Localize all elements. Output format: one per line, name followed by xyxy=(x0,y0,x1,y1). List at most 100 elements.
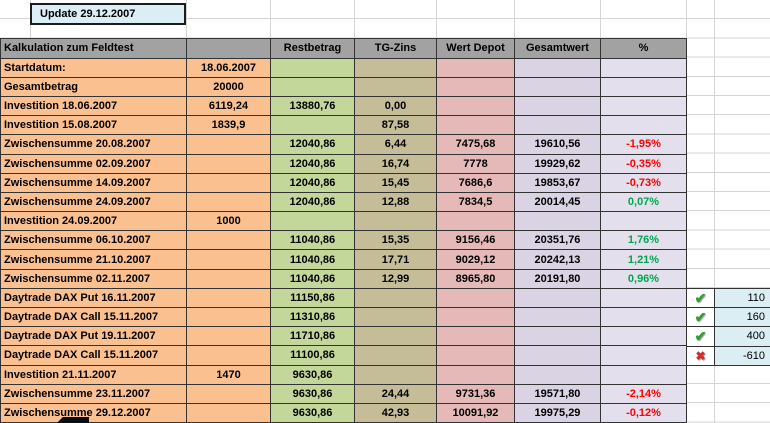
header-cell-wert-depot[interactable]: Wert Depot xyxy=(437,39,515,59)
cell-restbetrag[interactable]: 11150,86 xyxy=(271,288,355,309)
cell-check[interactable]: ✔ xyxy=(687,308,715,328)
cell-restbetrag[interactable]: 12040,86 xyxy=(271,192,355,213)
cell-wert-depot[interactable]: 10091,92 xyxy=(437,403,515,423)
cell-label[interactable]: Gesamtbetrag xyxy=(1,77,187,97)
cell-percent[interactable]: 1,21% xyxy=(601,250,687,270)
cell-label[interactable]: Zwischensumme 29.12.2007 xyxy=(1,403,187,423)
cell-wert-depot[interactable]: 8965,80 xyxy=(437,269,515,289)
cell-invest[interactable] xyxy=(187,231,271,251)
cell-percent[interactable] xyxy=(601,288,687,309)
table-title-cell[interactable]: Kalkulation zum Feldtest xyxy=(1,39,187,59)
cell-percent[interactable]: -1,95% xyxy=(601,135,687,155)
cell-label[interactable]: Zwischensumme 06.10.2007 xyxy=(1,231,187,251)
cell-label[interactable]: Investition 15.08.2007 xyxy=(1,116,187,136)
cell-tg-zins[interactable] xyxy=(355,308,437,328)
cell-invest[interactable] xyxy=(187,327,271,347)
cell-gesamtwert[interactable] xyxy=(515,212,601,232)
cell-gesamtwert[interactable] xyxy=(515,116,601,136)
cell-restbetrag[interactable] xyxy=(271,116,355,136)
cell-gesamtwert[interactable]: 19610,56 xyxy=(515,135,601,155)
cell-percent[interactable]: 0,96% xyxy=(601,269,687,289)
cell-label[interactable]: Zwischensumme 14.09.2007 xyxy=(1,173,187,193)
cell-label[interactable]: Investition 21.11.2007 xyxy=(1,365,187,385)
cell-restbetrag[interactable] xyxy=(271,77,355,97)
cell-wert-depot[interactable] xyxy=(437,308,515,328)
cell-percent[interactable] xyxy=(601,96,687,117)
cell-tg-zins[interactable]: 87,58 xyxy=(355,116,437,136)
cell-invest[interactable]: 1839,9 xyxy=(187,116,271,136)
cell-invest[interactable]: 18.06.2007 xyxy=(187,58,271,78)
cell-wert-depot[interactable]: 7778 xyxy=(437,154,515,174)
cell-tg-zins[interactable] xyxy=(355,288,437,309)
cell-tg-zins[interactable] xyxy=(355,77,437,97)
cell-gesamtwert[interactable] xyxy=(515,308,601,328)
cell-tg-zins[interactable]: 42,93 xyxy=(355,403,437,423)
cell-percent[interactable]: 0,07% xyxy=(601,192,687,213)
cell-label[interactable]: Zwischensumme 02.09.2007 xyxy=(1,154,187,174)
cell-gesamtwert[interactable]: 19571,80 xyxy=(515,384,601,404)
cell-invest[interactable] xyxy=(187,384,271,404)
cell-label[interactable]: Daytrade DAX Call 15.11.2007 xyxy=(1,346,187,366)
cell-percent[interactable]: -0,73% xyxy=(601,173,687,193)
cell-tg-zins[interactable]: 24,44 xyxy=(355,384,437,404)
cell-invest[interactable] xyxy=(187,173,271,193)
cell-percent[interactable] xyxy=(601,77,687,97)
cell-restbetrag[interactable]: 11040,86 xyxy=(271,269,355,289)
cell-invest[interactable] xyxy=(187,192,271,213)
cell-label[interactable]: Zwischensumme 24.09.2007 xyxy=(1,192,187,213)
header-cell-tg-zins[interactable]: TG-Zins xyxy=(355,39,437,59)
cell-invest[interactable]: 6119,24 xyxy=(187,96,271,117)
cell-restbetrag[interactable]: 9630,86 xyxy=(271,384,355,404)
cell-tg-zins[interactable]: 17,71 xyxy=(355,250,437,270)
cell-result-value[interactable]: -610 xyxy=(715,346,770,366)
cell-gesamtwert[interactable]: 20191,80 xyxy=(515,269,601,289)
cell-invest[interactable] xyxy=(187,288,271,309)
cell-restbetrag[interactable]: 11040,86 xyxy=(271,231,355,251)
cell-wert-depot[interactable] xyxy=(437,212,515,232)
cell-restbetrag[interactable] xyxy=(271,212,355,232)
cell-invest[interactable] xyxy=(187,154,271,174)
cell-percent[interactable] xyxy=(601,346,687,366)
cell-percent[interactable] xyxy=(601,308,687,328)
cell-restbetrag[interactable]: 11310,86 xyxy=(271,308,355,328)
cell-label[interactable]: Zwischensumme 21.10.2007 xyxy=(1,250,187,270)
cell-wert-depot[interactable] xyxy=(437,96,515,117)
cell-restbetrag[interactable]: 12040,86 xyxy=(271,173,355,193)
cell-invest[interactable] xyxy=(187,308,271,328)
cell-invest[interactable] xyxy=(187,135,271,155)
cell-label[interactable]: Zwischensumme 02.11.2007 xyxy=(1,269,187,289)
cell-gesamtwert[interactable]: 19853,67 xyxy=(515,173,601,193)
cell-wert-depot[interactable]: 7475,68 xyxy=(437,135,515,155)
cell-invest[interactable]: 1000 xyxy=(187,212,271,232)
header-cell-spacer[interactable] xyxy=(187,39,271,59)
update-note-cell[interactable]: Update 29.12.2007 xyxy=(30,3,186,25)
cell-label[interactable]: Zwischensumme 20.08.2007 xyxy=(1,135,187,155)
cell-gesamtwert[interactable] xyxy=(515,96,601,117)
header-cell-restbetrag[interactable]: Restbetrag xyxy=(271,39,355,59)
cell-wert-depot[interactable] xyxy=(437,77,515,97)
cell-restbetrag[interactable]: 13880,76 xyxy=(271,96,355,117)
cell-gesamtwert[interactable]: 20351,76 xyxy=(515,231,601,251)
cell-percent[interactable]: -2,14% xyxy=(601,384,687,404)
cell-tg-zins[interactable]: 6,44 xyxy=(355,135,437,155)
cell-tg-zins[interactable]: 16,74 xyxy=(355,154,437,174)
cell-restbetrag[interactable]: 11040,86 xyxy=(271,250,355,270)
cell-restbetrag[interactable] xyxy=(271,58,355,78)
cell-tg-zins[interactable] xyxy=(355,327,437,347)
cell-invest[interactable] xyxy=(187,403,271,423)
cell-tg-zins[interactable]: 12,99 xyxy=(355,269,437,289)
header-cell--[interactable]: % xyxy=(601,39,687,59)
cell-label[interactable]: Zwischensumme 23.11.2007 xyxy=(1,384,187,404)
cell-tg-zins[interactable] xyxy=(355,212,437,232)
cell-percent[interactable] xyxy=(601,365,687,385)
cell-result-value[interactable]: 110 xyxy=(715,289,770,309)
cell-wert-depot[interactable]: 9156,46 xyxy=(437,231,515,251)
cell-label[interactable]: Investition 24.09.2007 xyxy=(1,212,187,232)
cell-invest[interactable] xyxy=(187,346,271,366)
cell-restbetrag[interactable]: 12040,86 xyxy=(271,135,355,155)
cell-percent[interactable] xyxy=(601,58,687,78)
cell-restbetrag[interactable]: 9630,86 xyxy=(271,403,355,423)
cell-gesamtwert[interactable] xyxy=(515,58,601,78)
cell-restbetrag[interactable]: 9630,86 xyxy=(271,365,355,385)
cell-tg-zins[interactable]: 0,00 xyxy=(355,96,437,117)
